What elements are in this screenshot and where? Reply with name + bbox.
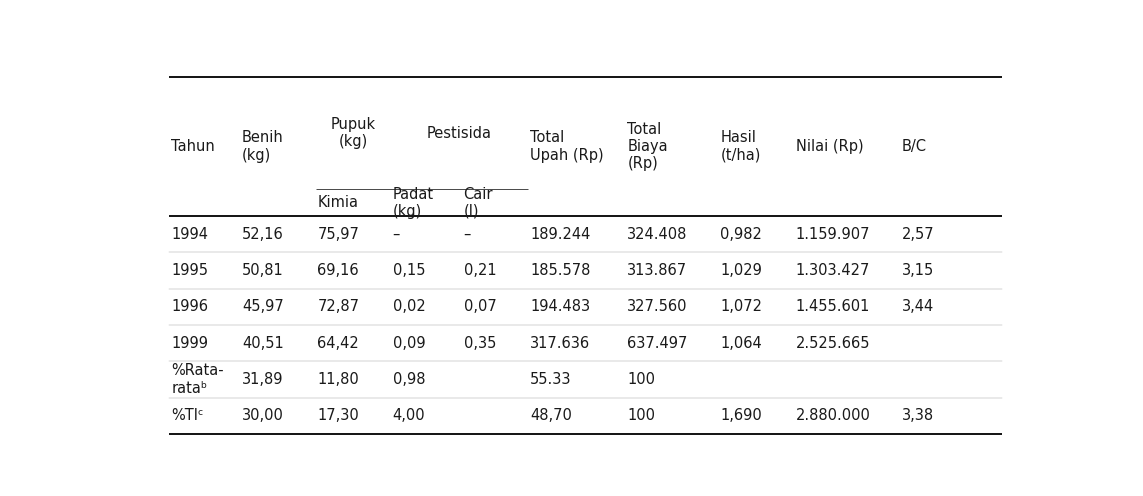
Text: –: –: [464, 227, 471, 242]
Text: Hasil
(t/ha): Hasil (t/ha): [720, 130, 761, 163]
Text: 1996: 1996: [171, 299, 208, 314]
Text: Pestisida: Pestisida: [427, 125, 491, 140]
Text: 2.880.000: 2.880.000: [796, 408, 871, 423]
Text: 1.455.601: 1.455.601: [796, 299, 870, 314]
Text: 45,97: 45,97: [242, 299, 283, 314]
Text: 0,07: 0,07: [464, 299, 496, 314]
Text: 194.483: 194.483: [530, 299, 590, 314]
Text: 1,690: 1,690: [720, 408, 762, 423]
Text: 52,16: 52,16: [242, 227, 283, 242]
Text: 69,16: 69,16: [318, 263, 359, 278]
Text: 1995: 1995: [171, 263, 208, 278]
Text: 3,38: 3,38: [902, 408, 934, 423]
Text: 1.159.907: 1.159.907: [796, 227, 870, 242]
Text: 189.244: 189.244: [530, 227, 590, 242]
Text: Total
Biaya
(Rp): Total Biaya (Rp): [628, 122, 668, 171]
Text: 100: 100: [628, 408, 655, 423]
Text: 3,44: 3,44: [902, 299, 934, 314]
Text: 31,89: 31,89: [242, 372, 283, 387]
Text: 324.408: 324.408: [628, 227, 688, 242]
Text: 1,072: 1,072: [720, 299, 762, 314]
Text: 55.33: 55.33: [530, 372, 572, 387]
Text: 0,15: 0,15: [393, 263, 425, 278]
Text: 2,57: 2,57: [902, 227, 935, 242]
Text: Nilai (Rp): Nilai (Rp): [796, 139, 863, 154]
Text: 0,98: 0,98: [393, 372, 425, 387]
Text: 1994: 1994: [171, 227, 208, 242]
Text: 0,982: 0,982: [720, 227, 762, 242]
Text: 75,97: 75,97: [318, 227, 359, 242]
Text: 0,09: 0,09: [393, 336, 425, 351]
Text: 11,80: 11,80: [318, 372, 359, 387]
Text: 1.303.427: 1.303.427: [796, 263, 870, 278]
Text: 0,21: 0,21: [464, 263, 496, 278]
Text: Benih
(kg): Benih (kg): [242, 130, 283, 163]
Text: %TIᶜ: %TIᶜ: [171, 408, 203, 423]
Text: 313.867: 313.867: [628, 263, 688, 278]
Text: %Rata-
rataᵇ: %Rata- rataᵇ: [171, 363, 224, 396]
Text: 637.497: 637.497: [628, 336, 688, 351]
Text: Total
Upah (Rp): Total Upah (Rp): [530, 130, 604, 163]
Text: 50,81: 50,81: [242, 263, 283, 278]
Text: 185.578: 185.578: [530, 263, 590, 278]
Text: 64,42: 64,42: [318, 336, 359, 351]
Text: 100: 100: [628, 372, 655, 387]
Text: 0,02: 0,02: [393, 299, 425, 314]
Text: Kimia: Kimia: [318, 195, 359, 210]
Text: 2.525.665: 2.525.665: [796, 336, 870, 351]
Text: 327.560: 327.560: [628, 299, 688, 314]
Text: 48,70: 48,70: [530, 408, 572, 423]
Text: 3,15: 3,15: [902, 263, 934, 278]
Text: 0,35: 0,35: [464, 336, 496, 351]
Text: –: –: [393, 227, 400, 242]
Text: Tahun: Tahun: [171, 139, 215, 154]
Text: 30,00: 30,00: [242, 408, 283, 423]
Text: 40,51: 40,51: [242, 336, 283, 351]
Text: B/C: B/C: [902, 139, 927, 154]
Text: 1,029: 1,029: [720, 263, 762, 278]
Text: 1999: 1999: [171, 336, 208, 351]
Text: Pupuk
(kg): Pupuk (kg): [330, 117, 376, 149]
Text: 317.636: 317.636: [530, 336, 590, 351]
Text: 17,30: 17,30: [318, 408, 359, 423]
Text: Cair
(l): Cair (l): [464, 186, 493, 219]
Text: Padat
(kg): Padat (kg): [393, 186, 434, 219]
Text: 1,064: 1,064: [720, 336, 762, 351]
Text: 4,00: 4,00: [393, 408, 425, 423]
Text: 72,87: 72,87: [318, 299, 359, 314]
